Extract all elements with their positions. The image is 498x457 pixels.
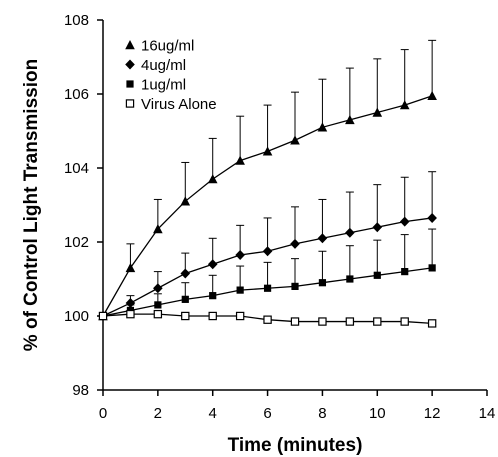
x-tick-label: 10 <box>369 405 386 422</box>
data-point <box>345 317 355 326</box>
data-point <box>373 317 382 326</box>
data-point <box>400 317 409 326</box>
data-point <box>346 275 354 283</box>
y-tick-label: 102 <box>64 234 89 251</box>
legend-label: 4ug/ml <box>141 57 186 74</box>
data-point <box>180 268 191 279</box>
legend-marker <box>125 99 135 108</box>
x-tick-label: 8 <box>318 405 326 422</box>
series-3 <box>98 309 437 328</box>
y-tick-label: 106 <box>64 86 89 103</box>
data-point <box>153 224 163 234</box>
legend: 16ug/ml 4ug/ml 1ug/ml Virus Alone <box>125 38 217 113</box>
series-layer <box>98 39 437 328</box>
y-tick-label: 108 <box>64 12 89 29</box>
data-point <box>235 155 245 165</box>
data-point <box>125 298 136 309</box>
data-point <box>290 317 300 326</box>
data-point <box>290 238 300 249</box>
data-point <box>373 271 381 279</box>
data-point <box>317 122 328 132</box>
x-tick-label: 6 <box>263 405 271 422</box>
data-point <box>372 222 383 233</box>
data-point <box>154 301 162 309</box>
legend-marker <box>125 59 135 70</box>
data-point <box>153 283 163 294</box>
data-point <box>263 284 272 292</box>
x-axis-title: Time (minutes) <box>228 435 363 456</box>
data-point <box>291 282 299 290</box>
data-point <box>399 100 410 110</box>
x-ticks: 0 2 4 6 8 10 12 14 <box>99 390 496 422</box>
y-ticks: 98 100 102 104 106 108 <box>64 12 103 399</box>
data-point <box>126 309 135 319</box>
x-tick-label: 12 <box>424 405 441 422</box>
data-point <box>209 292 217 300</box>
data-point <box>125 262 136 273</box>
legend-label: 16ug/ml <box>141 38 194 55</box>
data-point <box>345 114 355 125</box>
data-point <box>372 107 383 117</box>
data-point <box>345 227 355 238</box>
legend-label: Virus Alone <box>141 96 217 113</box>
x-tick-label: 2 <box>154 405 162 422</box>
y-tick-label: 98 <box>72 382 89 399</box>
data-point <box>427 319 437 328</box>
y-tick-label: 100 <box>64 308 89 325</box>
data-point <box>399 216 410 227</box>
y-axis-title: % of Control Light Transmission <box>21 59 42 351</box>
data-point <box>427 212 437 223</box>
data-point <box>262 246 273 257</box>
data-point <box>318 317 327 326</box>
data-point <box>181 311 190 321</box>
legend-marker <box>125 40 135 50</box>
data-point <box>236 286 244 294</box>
axes <box>102 20 487 391</box>
series-1 <box>98 171 437 321</box>
data-point <box>290 135 300 145</box>
data-point <box>180 196 191 206</box>
legend-marker <box>126 80 134 88</box>
x-tick-label: 0 <box>99 405 107 422</box>
data-point <box>427 90 437 101</box>
data-point <box>181 295 189 303</box>
series-0 <box>98 39 437 321</box>
data-point <box>208 311 217 321</box>
x-tick-label: 4 <box>209 405 217 422</box>
data-point <box>263 315 272 324</box>
data-point <box>207 174 218 184</box>
data-point <box>317 233 328 244</box>
data-point <box>235 249 245 260</box>
data-point <box>153 309 163 319</box>
data-point <box>98 311 108 321</box>
data-point <box>262 146 273 156</box>
data-point <box>428 264 436 272</box>
x-tick-label: 14 <box>479 405 496 422</box>
data-point <box>318 279 327 287</box>
y-tick-label: 104 <box>64 160 89 177</box>
data-point <box>401 268 409 276</box>
data-point <box>207 259 218 270</box>
data-point <box>235 311 245 321</box>
legend-label: 1ug/ml <box>141 77 186 94</box>
